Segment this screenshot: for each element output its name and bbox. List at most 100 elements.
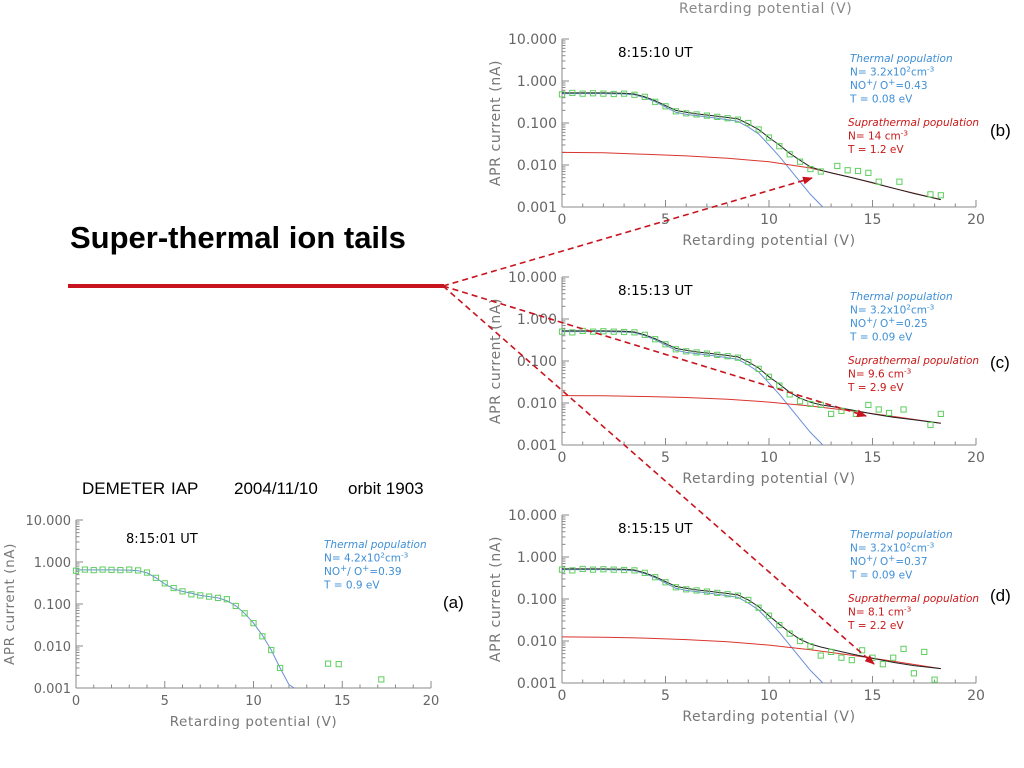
panel-b-data-point	[693, 111, 700, 118]
panel-d-suprathermal-density-part: -3	[904, 605, 912, 614]
panel-d-thermal-density-part: -3	[927, 541, 935, 550]
panel-d-y-tick-label: 0.010	[517, 634, 557, 650]
panel-c-x-axis-label: Retarding potential (V)	[682, 471, 855, 487]
panel-b-x-tick-label: 5	[661, 212, 670, 228]
panel-a-thermal-ratio-part: =0.39	[369, 566, 401, 578]
panel-b-thermal-ratio-part: =0.43	[895, 80, 927, 92]
panel-d-data-point	[838, 654, 845, 661]
panel-b-data-point	[776, 143, 783, 150]
panel-a-data-point	[259, 633, 266, 640]
panel-d-data-point	[859, 647, 866, 654]
panel-c-y-tick-label: 10.000	[508, 270, 557, 286]
panel-a-data-point	[170, 584, 177, 592]
panel-c-y-tick-label: 1.000	[517, 312, 557, 328]
panel-a-thermal-density-part: 2	[380, 551, 385, 560]
panel-a-data-point	[135, 567, 142, 574]
panel-a-x-tick-label: 0	[72, 694, 80, 709]
panel-c-thermal-density-part: 2	[906, 303, 911, 312]
panel-d-suprathermal-title: Suprathermal population	[848, 593, 979, 605]
panel-c-y-tick-label: 0.001	[517, 438, 557, 454]
panel-d-data-point	[910, 670, 917, 677]
panel-c-suprathermal-fit-line	[561, 395, 941, 424]
panel-c-x-tick-label: 15	[864, 450, 882, 466]
panel-b-data-point	[865, 169, 872, 176]
panel-b-data-point	[714, 113, 721, 120]
panel-b-data-point	[755, 126, 762, 133]
panel-d-x-tick-label: 5	[661, 688, 670, 704]
panel-d-data-point	[879, 661, 886, 668]
panel-c-y-tick-label: 0.010	[517, 396, 557, 412]
panel-b-data-point	[807, 165, 814, 173]
panel-b-data-point	[844, 167, 851, 174]
panel-c-thermal-ratio-part: NO	[850, 318, 866, 330]
panel-c-x-tick-label: 10	[760, 450, 778, 466]
panel-c-thermal-density-part: cm	[911, 305, 927, 317]
panel-b-data-point	[796, 158, 804, 165]
panel-b-suprathermal-density: N= 14 cm-3	[848, 129, 908, 143]
panel-c-data-point	[937, 410, 944, 418]
panel-b-suprathermal-density-part: N= 14 cm	[848, 131, 901, 143]
panel-b-thermal-fit-line	[562, 93, 824, 208]
panel-a-y-tick-label: 1.000	[34, 556, 71, 571]
panel-a-data-point	[214, 594, 222, 601]
panel-b-data-point	[589, 90, 597, 97]
panel-a-data-point	[378, 676, 385, 683]
panel-a-thermal-ratio-part: / O	[347, 566, 362, 578]
panel-b-y-tick-label: 10.000	[508, 32, 557, 48]
panel-b-suprathermal-temperature: T = 1.2 eV	[847, 144, 904, 156]
panel-b-thermal-density-part: cm	[911, 67, 927, 79]
panel-b-data-point	[672, 108, 679, 115]
panel-d-suprathermal-temperature: T = 2.2 eV	[847, 620, 904, 632]
panel-d-thermal-ratio-part: +	[866, 553, 873, 563]
panel-b-data-point	[600, 90, 607, 97]
panel-c-thermal-ratio: NO+/ O+=0.25	[850, 315, 928, 330]
panel-a-data-point	[117, 567, 124, 574]
panel-a-y-tick-label: 0.100	[34, 598, 71, 613]
panel-d-y-tick-label: 0.100	[517, 592, 557, 608]
panel-d-y-tick-label: 0.001	[517, 676, 557, 692]
panel-c-data-point	[885, 409, 893, 417]
panel-b-thermal-density-part: N= 3.2x10	[850, 67, 906, 79]
panel-b-thermal-density: N= 3.2x102cm-3	[850, 65, 935, 79]
panel-b-x-tick-label: 20	[967, 212, 985, 228]
panel-b-data-point	[631, 91, 638, 98]
panel-b-data-point	[579, 90, 586, 97]
panel-a-data-point	[197, 592, 204, 599]
chart-panel-d: 0.001 0.010 0.100 1.000 10.000 0 5 10 15 20 Retard…	[488, 508, 985, 725]
panel-b-data-point	[896, 178, 903, 185]
panel-c-thermal-temperature: T = 0.09 eV	[849, 332, 913, 344]
panel-b-data-point	[734, 116, 742, 123]
panel-b-x-tick-label: 0	[558, 212, 567, 228]
panel-b-data-point	[641, 93, 648, 100]
panel-c-data-point	[865, 401, 872, 409]
chart-panel-a: 0.001 0.010 0.100 1.000 10.000 0 5 10 15 20 Retard…	[2, 514, 439, 730]
panel-d-x-tick-label: 10	[760, 688, 778, 704]
panel-a-data-point	[72, 567, 80, 574]
panel-c-thermal-ratio-part: =0.25	[895, 318, 927, 330]
panel-b-data-point	[937, 192, 944, 199]
panel-a-thermal-fit-line	[76, 569, 295, 689]
panel-d-x-axis-label: Retarding potential (V)	[682, 709, 855, 725]
panel-d-thermal-density-part: 2	[906, 541, 911, 550]
panel-d-data-point	[848, 657, 855, 664]
panel-a-thermal-density-part: N= 4.2x10	[324, 553, 380, 565]
panel-a-thermal-ratio: NO+/ O+=0.39	[324, 563, 402, 578]
panel-d-suprathermal-density: N= 8.1 cm-3	[848, 605, 912, 619]
panel-c-thermal-ratio-part: / O	[873, 318, 888, 330]
panel-b-data-point	[652, 98, 659, 105]
panel-c-suprathermal-temperature: T = 2.9 eV	[847, 382, 904, 394]
panel-d-x-tick-label: 20	[967, 688, 985, 704]
panel-a-data-point	[241, 610, 248, 617]
chart-panel-b: 0.001 0.010 0.100 1.000 10.000 0 5 10 15 20 Retard…	[488, 32, 985, 249]
panel-b-suprathermal-density-part: -3	[901, 129, 909, 138]
panel-c-suprathermal-title: Suprathermal population	[848, 355, 979, 367]
panel-d-thermal-ratio-part: +	[888, 553, 895, 563]
panel-a-data-point	[250, 620, 257, 627]
panel-b-suprathermal-fit-line	[561, 151, 941, 201]
panel-d-x-tick-label: 15	[864, 688, 882, 704]
panel-b-time-label: 8:15:10 UT	[618, 45, 693, 61]
panel-b-data-point	[817, 168, 824, 175]
panel-d-y-axis-label: APR current (nA)	[488, 536, 504, 662]
panel-b-data-point	[724, 115, 731, 122]
panel-b-x-tick-label: 10	[760, 212, 778, 228]
